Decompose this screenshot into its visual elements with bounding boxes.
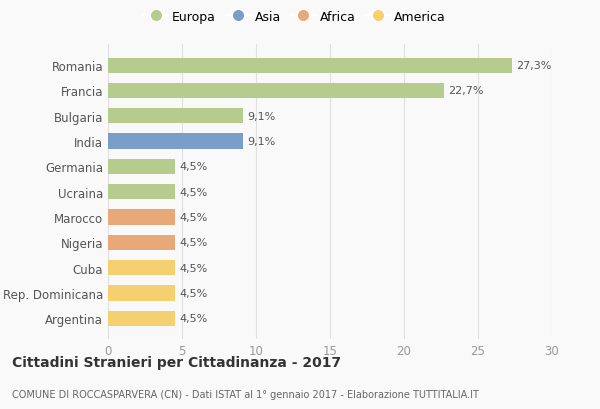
Bar — [108, 109, 242, 124]
Bar — [108, 184, 175, 200]
Text: 4,5%: 4,5% — [179, 314, 207, 324]
Text: 4,5%: 4,5% — [179, 187, 207, 197]
Bar — [108, 58, 512, 74]
Bar — [108, 285, 175, 301]
Text: 22,7%: 22,7% — [448, 86, 484, 96]
Bar — [108, 311, 175, 326]
Bar — [108, 83, 444, 99]
Legend: Europa, Asia, Africa, America: Europa, Asia, Africa, America — [138, 6, 451, 29]
Text: 4,5%: 4,5% — [179, 213, 207, 222]
Text: 9,1%: 9,1% — [247, 137, 275, 147]
Bar — [108, 261, 175, 276]
Text: 27,3%: 27,3% — [517, 61, 552, 71]
Bar — [108, 160, 175, 175]
Bar — [108, 134, 242, 149]
Bar — [108, 235, 175, 250]
Text: 4,5%: 4,5% — [179, 288, 207, 298]
Text: Cittadini Stranieri per Cittadinanza - 2017: Cittadini Stranieri per Cittadinanza - 2… — [12, 355, 341, 369]
Text: COMUNE DI ROCCASPARVERA (CN) - Dati ISTAT al 1° gennaio 2017 - Elaborazione TUTT: COMUNE DI ROCCASPARVERA (CN) - Dati ISTA… — [12, 389, 479, 399]
Text: 4,5%: 4,5% — [179, 162, 207, 172]
Text: 9,1%: 9,1% — [247, 112, 275, 121]
Text: 4,5%: 4,5% — [179, 238, 207, 248]
Bar — [108, 210, 175, 225]
Text: 4,5%: 4,5% — [179, 263, 207, 273]
